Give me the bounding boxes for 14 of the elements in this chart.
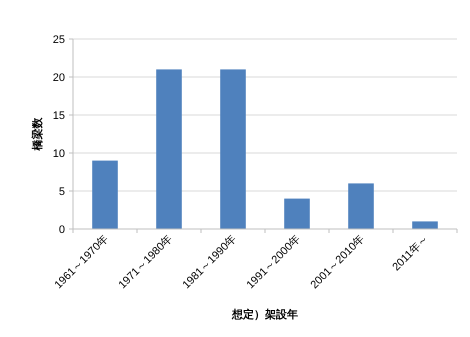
y-tick-label: 0 bbox=[58, 224, 65, 236]
bar bbox=[348, 183, 374, 229]
bar bbox=[220, 69, 246, 229]
y-axis-title: 橋梁数 bbox=[31, 116, 44, 152]
y-tick-label: 15 bbox=[52, 110, 65, 122]
y-tick-label: 25 bbox=[52, 34, 65, 46]
y-tick-label: 10 bbox=[52, 148, 65, 160]
y-tick-label: 20 bbox=[52, 72, 65, 84]
bar bbox=[284, 198, 310, 229]
x-axis-title: 想定）架設年 bbox=[231, 308, 298, 321]
bar bbox=[156, 69, 182, 229]
bar bbox=[412, 221, 438, 229]
y-tick-label: 5 bbox=[58, 186, 65, 198]
bar bbox=[92, 160, 118, 229]
